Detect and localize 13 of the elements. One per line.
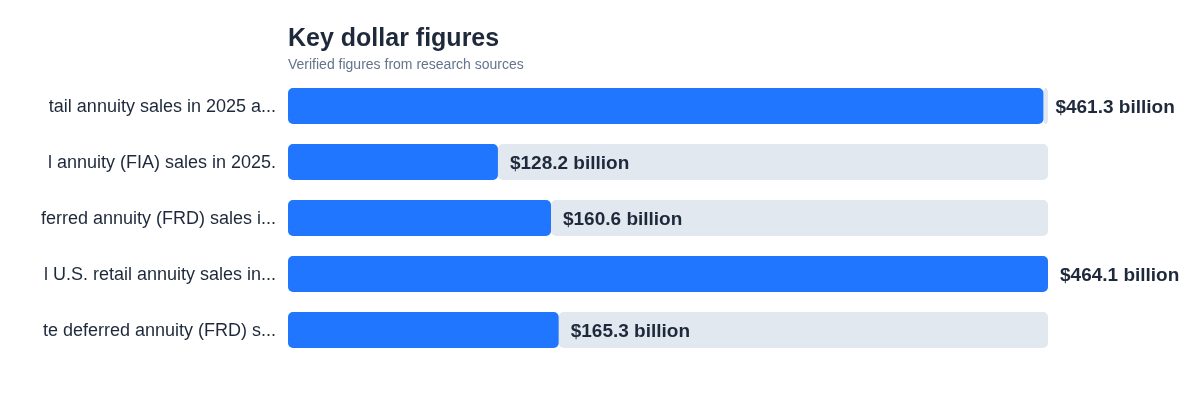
- y-tick-label: te deferred annuity (FRD) s...: [42, 320, 276, 340]
- y-tick-label: l U.S. retail annuity sales in...: [43, 264, 276, 284]
- data-label: $461.3 billion: [1055, 95, 1175, 117]
- data-label: $464.1 billion: [1060, 263, 1180, 285]
- y-tick-label: ferred annuity (FRD) sales i...: [40, 208, 276, 228]
- chart-title: Key dollar figures: [288, 23, 500, 51]
- data-label: $165.3 billion: [570, 319, 691, 341]
- data-label: $160.6 billion: [563, 207, 683, 229]
- y-tick-label: tail annuity sales in 2025 a...: [48, 96, 276, 116]
- data-label: $128.2 billion: [509, 151, 630, 173]
- bar: [288, 256, 1048, 292]
- chart-subtitle: Verified figures from research sources: [288, 56, 524, 72]
- y-tick-label: l annuity (FIA) sales in 2025.: [47, 152, 276, 172]
